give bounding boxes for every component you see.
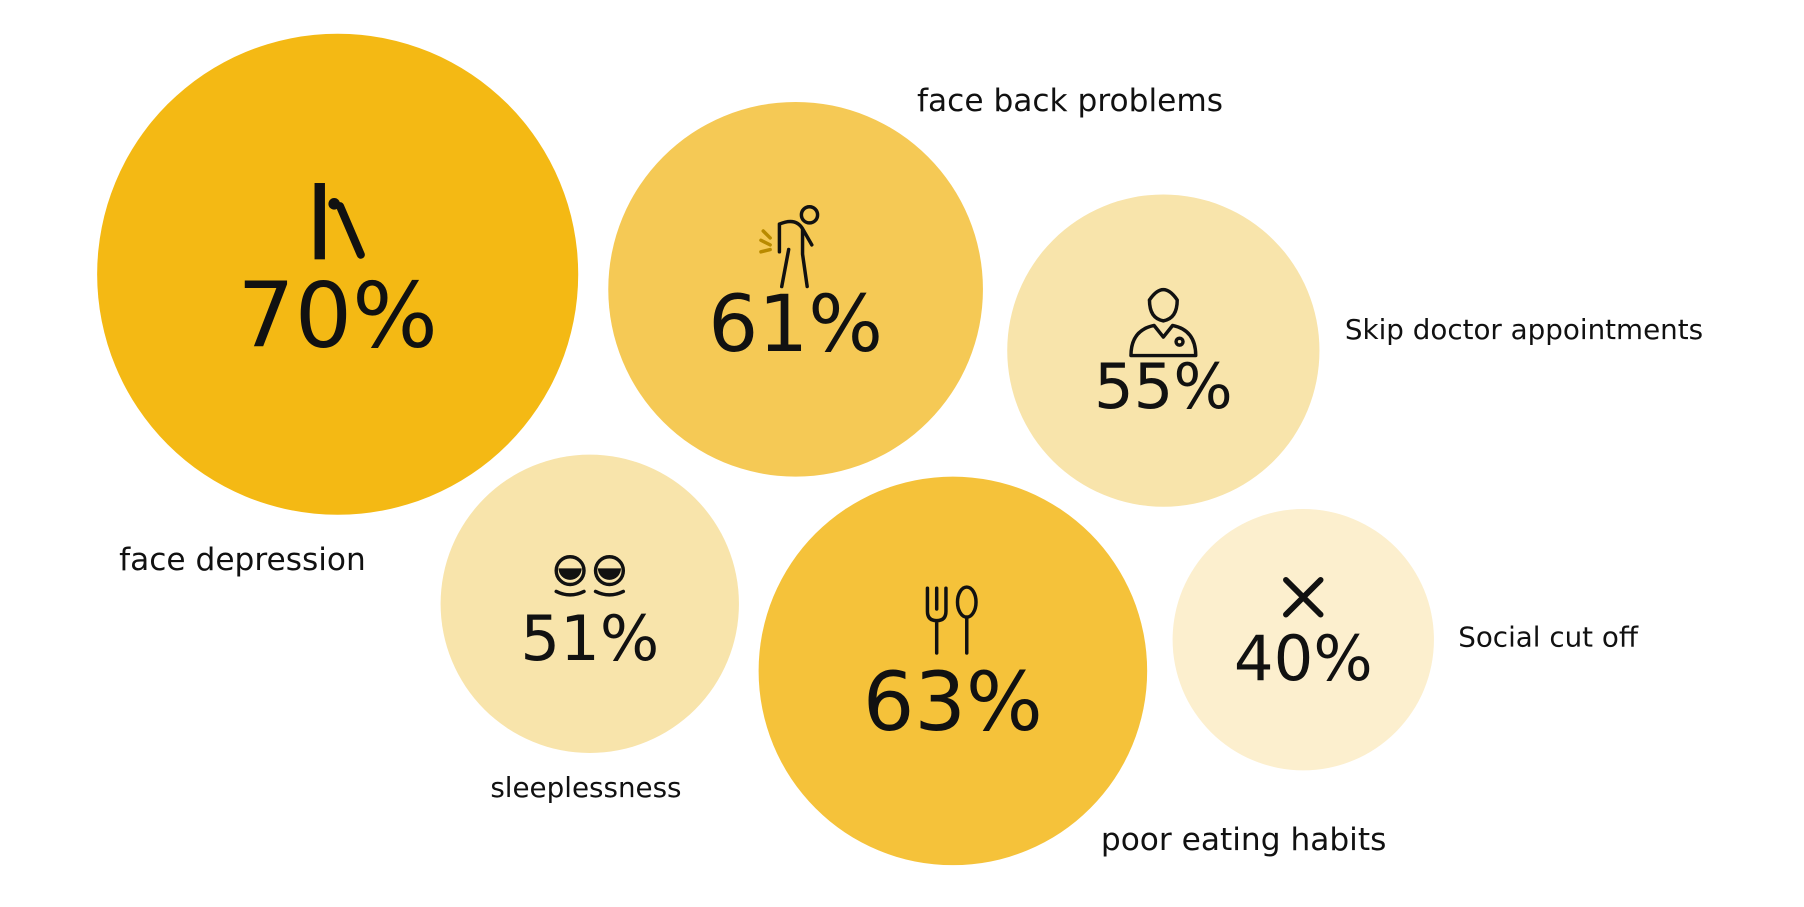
value-label: 55%: [1094, 350, 1233, 423]
category-label: face depression: [119, 542, 366, 578]
icon: [1283, 577, 1324, 618]
bubble: [440, 454, 739, 754]
icon: [1174, 336, 1185, 347]
value-label: 63%: [863, 656, 1043, 750]
icon: [759, 229, 772, 254]
icon: [335, 202, 365, 259]
value-label: 70%: [237, 264, 437, 369]
bubble: [1007, 194, 1320, 507]
bubble: [608, 101, 983, 477]
icon: [1147, 287, 1179, 323]
bubble: [1172, 509, 1434, 771]
category-label: Social cut off: [1458, 621, 1639, 654]
icon: [799, 204, 820, 225]
category-label: sleeplessness: [490, 771, 681, 804]
category-label: Skip doctor appointments: [1345, 313, 1703, 346]
value-label: 51%: [520, 602, 659, 675]
bubble: [97, 33, 579, 515]
icon: [593, 555, 626, 587]
category-label: poor eating habits: [1101, 822, 1386, 858]
icon: [558, 568, 582, 580]
icon: [593, 589, 626, 597]
icon: [314, 183, 325, 260]
value-label: 61%: [708, 278, 883, 370]
category-label: face back problems: [917, 83, 1223, 119]
icon: [554, 589, 586, 597]
icon: [1129, 323, 1198, 358]
icon: [777, 219, 814, 289]
icon: [597, 568, 621, 580]
value-label: 40%: [1234, 622, 1373, 695]
icon: [925, 586, 948, 655]
bubble: [758, 476, 1148, 866]
icon: [554, 555, 586, 587]
